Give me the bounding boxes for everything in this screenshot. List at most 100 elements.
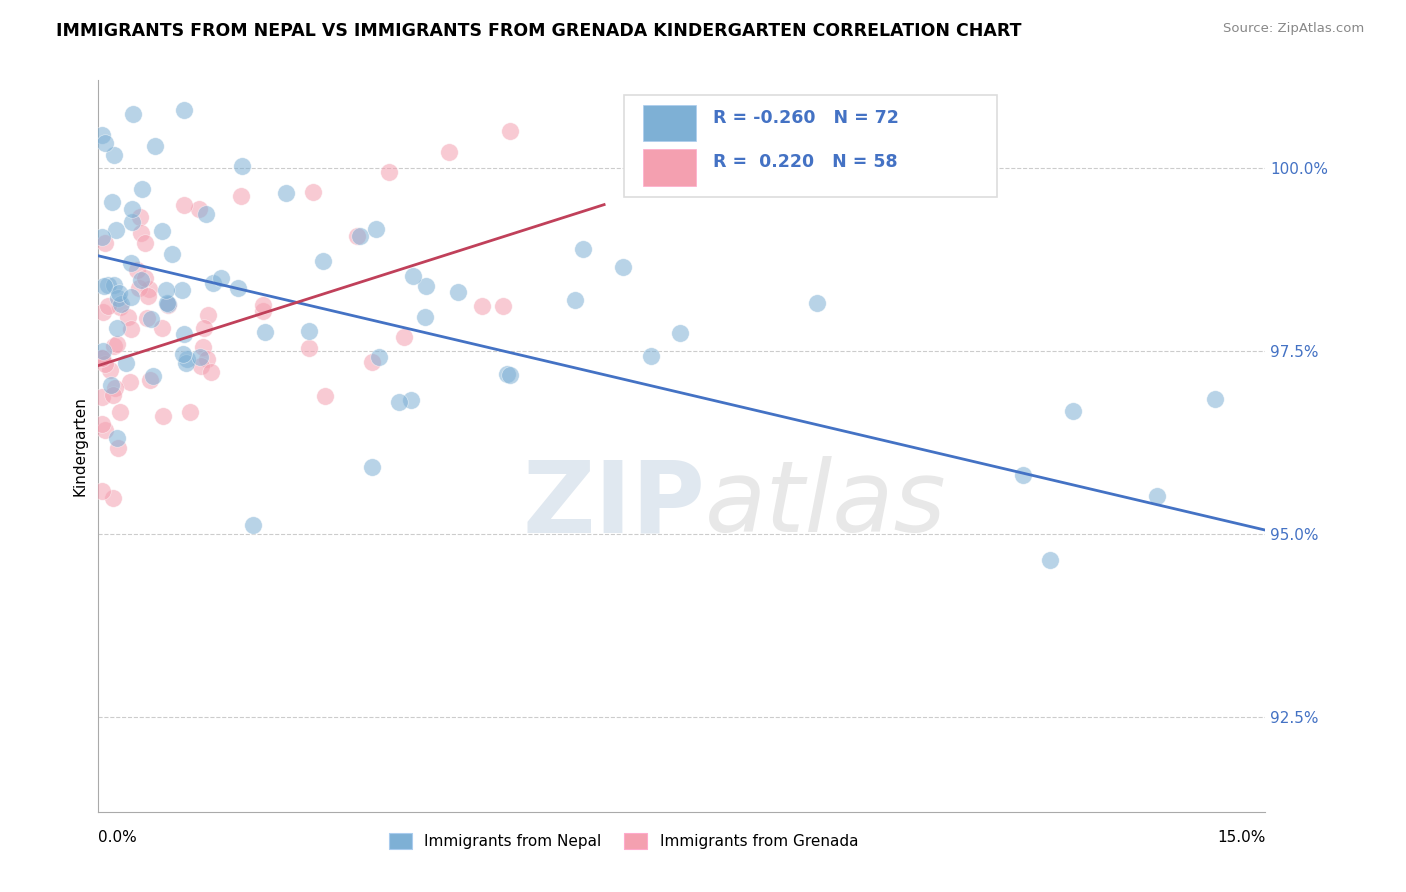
- Point: [364, 222, 387, 236]
- Point: [104, 222, 127, 236]
- Point: [314, 389, 336, 403]
- Point: [572, 243, 595, 257]
- Point: [91, 344, 114, 359]
- Point: [122, 107, 145, 121]
- Point: [103, 339, 125, 353]
- Point: [378, 164, 401, 178]
- Point: [115, 356, 138, 370]
- FancyBboxPatch shape: [624, 95, 997, 197]
- Point: [136, 310, 159, 325]
- Point: [1146, 489, 1168, 503]
- Point: [152, 409, 174, 424]
- Point: [229, 188, 252, 202]
- Point: [105, 431, 128, 445]
- Point: [142, 368, 165, 383]
- Point: [103, 148, 125, 162]
- Point: [129, 210, 152, 224]
- Point: [141, 311, 163, 326]
- Point: [174, 356, 197, 370]
- Point: [97, 278, 120, 293]
- Point: [202, 277, 225, 291]
- Point: [349, 229, 371, 244]
- Point: [496, 368, 519, 382]
- Point: [110, 297, 132, 311]
- Point: [402, 268, 425, 283]
- Point: [117, 310, 139, 324]
- Point: [298, 341, 321, 355]
- Point: [91, 230, 114, 244]
- Point: [105, 337, 128, 351]
- Point: [131, 182, 153, 196]
- Point: [187, 202, 209, 217]
- Point: [93, 304, 115, 318]
- Point: [129, 226, 152, 240]
- Point: [492, 299, 515, 313]
- Text: IMMIGRANTS FROM NEPAL VS IMMIGRANTS FROM GRENADA KINDERGARTEN CORRELATION CHART: IMMIGRANTS FROM NEPAL VS IMMIGRANTS FROM…: [56, 22, 1022, 40]
- Point: [188, 350, 211, 364]
- Point: [134, 271, 156, 285]
- Point: [668, 326, 690, 341]
- Point: [138, 289, 160, 303]
- Point: [139, 373, 162, 387]
- Y-axis label: Kindergarten: Kindergarten: [72, 396, 87, 496]
- Point: [361, 460, 384, 475]
- Point: [471, 299, 494, 313]
- Point: [101, 195, 124, 210]
- Point: [176, 352, 198, 367]
- Point: [108, 405, 131, 419]
- Point: [121, 202, 143, 217]
- Point: [108, 285, 131, 300]
- Point: [311, 254, 333, 268]
- Point: [103, 277, 125, 292]
- Point: [242, 518, 264, 533]
- Point: [129, 273, 152, 287]
- Point: [156, 298, 179, 312]
- Point: [150, 320, 173, 334]
- Point: [91, 128, 114, 143]
- Text: ZIP: ZIP: [523, 456, 706, 553]
- Point: [1011, 467, 1033, 482]
- Point: [93, 236, 115, 251]
- Legend: Immigrants from Nepal, Immigrants from Grenada: Immigrants from Nepal, Immigrants from G…: [382, 827, 865, 855]
- Point: [415, 279, 437, 293]
- Point: [105, 321, 128, 335]
- Text: 15.0%: 15.0%: [1218, 830, 1265, 845]
- Point: [298, 324, 321, 338]
- Point: [360, 355, 382, 369]
- Point: [98, 363, 121, 377]
- Text: R = -0.260   N = 72: R = -0.260 N = 72: [713, 109, 900, 127]
- Point: [127, 262, 149, 277]
- FancyBboxPatch shape: [644, 104, 696, 141]
- Point: [93, 278, 115, 293]
- Text: R =  0.220   N = 58: R = 0.220 N = 58: [713, 153, 898, 171]
- Point: [1204, 392, 1226, 406]
- Point: [197, 308, 219, 322]
- Point: [195, 351, 218, 366]
- Point: [150, 224, 173, 238]
- Point: [1062, 403, 1084, 417]
- Point: [97, 299, 120, 313]
- Point: [173, 326, 195, 341]
- Point: [172, 346, 194, 360]
- Point: [252, 304, 274, 318]
- Point: [173, 103, 195, 117]
- Point: [156, 296, 179, 310]
- Point: [173, 197, 195, 211]
- Point: [499, 124, 522, 138]
- Point: [564, 293, 586, 307]
- Point: [179, 404, 201, 418]
- Point: [94, 423, 117, 437]
- Point: [100, 378, 122, 392]
- Point: [134, 235, 156, 250]
- Point: [103, 388, 125, 402]
- Point: [120, 256, 142, 270]
- Point: [91, 417, 114, 432]
- Point: [640, 349, 662, 363]
- Point: [138, 282, 160, 296]
- Point: [162, 247, 184, 261]
- Point: [392, 330, 415, 344]
- Point: [91, 390, 114, 404]
- Point: [172, 283, 194, 297]
- Point: [413, 310, 436, 324]
- Text: atlas: atlas: [706, 456, 946, 553]
